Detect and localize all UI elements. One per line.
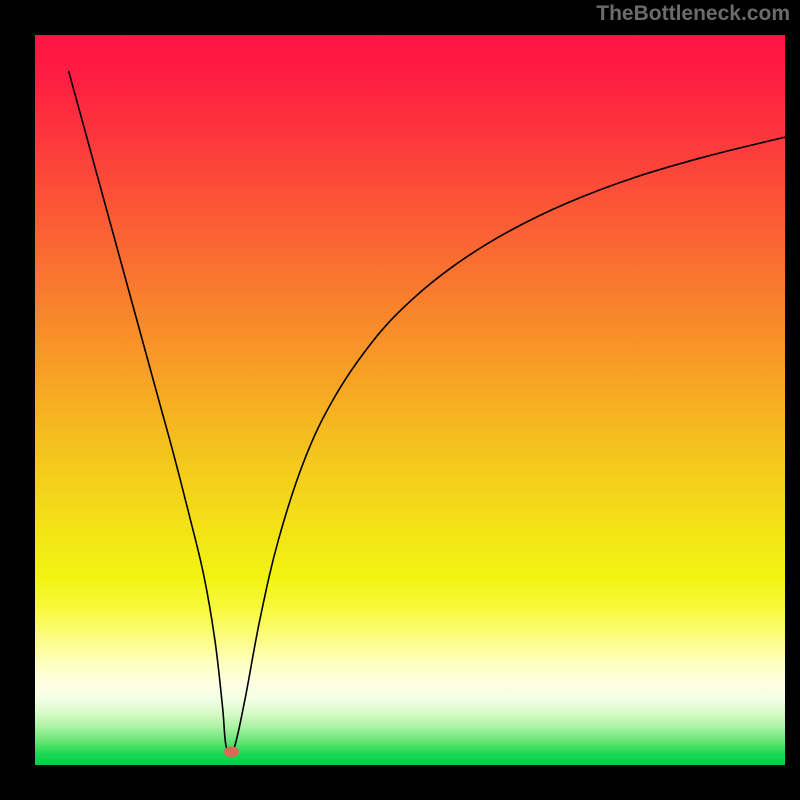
optimal-point-marker xyxy=(225,747,239,757)
chart-svg xyxy=(35,35,785,765)
watermark-label: TheBottleneck.com xyxy=(596,2,790,26)
plot-area xyxy=(35,35,785,765)
chart-container: TheBottleneck.com xyxy=(0,0,800,800)
gradient-background xyxy=(35,35,785,765)
